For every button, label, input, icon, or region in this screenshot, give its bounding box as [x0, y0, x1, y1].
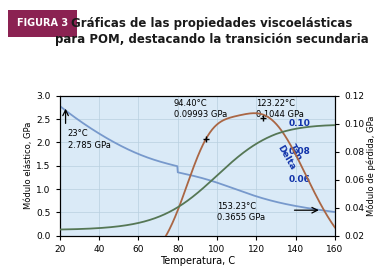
- Text: 23°C
2.785 GPa: 23°C 2.785 GPa: [67, 129, 110, 150]
- Y-axis label: Módulo de pérdida, GPa: Módulo de pérdida, GPa: [367, 116, 377, 216]
- X-axis label: Temperatura, C: Temperatura, C: [160, 256, 235, 266]
- Text: para POM, destacando la transición secundaria: para POM, destacando la transición secun…: [55, 33, 368, 46]
- Y-axis label: Módulo elástico, GPa: Módulo elástico, GPa: [25, 122, 33, 209]
- Text: Tan
Delta: Tan Delta: [276, 138, 306, 171]
- Text: Gráficas de las propiedades viscoelásticas: Gráficas de las propiedades viscoelástic…: [71, 17, 352, 30]
- Text: 0.10: 0.10: [288, 119, 310, 128]
- Text: 0.06: 0.06: [288, 175, 310, 184]
- Text: 153.23°C
0.3655 GPa: 153.23°C 0.3655 GPa: [217, 202, 265, 222]
- Text: FIGURA 3: FIGURA 3: [17, 18, 68, 28]
- Text: 94.40°C
0.09993 GPa: 94.40°C 0.09993 GPa: [174, 99, 227, 119]
- Text: 123.22°C
0.1044 GPa: 123.22°C 0.1044 GPa: [256, 99, 304, 119]
- Text: 0.08: 0.08: [288, 147, 310, 156]
